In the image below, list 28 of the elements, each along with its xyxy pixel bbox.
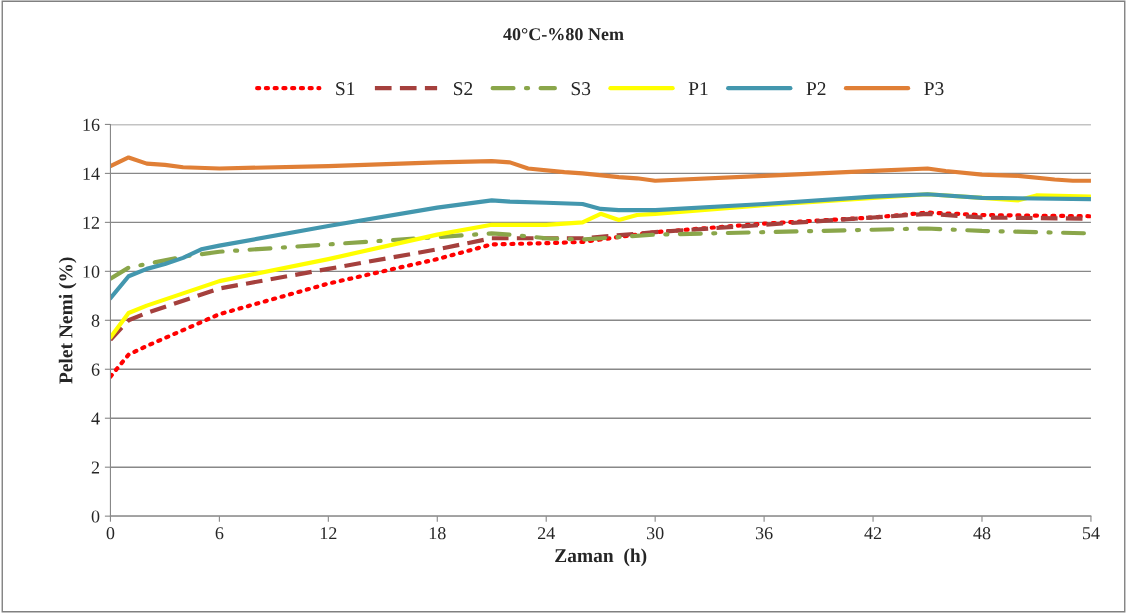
x-tick-label: 36 — [755, 527, 773, 540]
y-tick-label: 2 — [91, 461, 100, 474]
y-tick-label: 14 — [83, 167, 100, 180]
legend-label: P2 — [806, 82, 826, 95]
x-axis-title: Zaman (h) — [555, 548, 647, 567]
legend-label: P3 — [924, 82, 944, 96]
x-tick-label: 48 — [973, 527, 991, 540]
y-axis-title: Pelet Nemi (%) — [58, 257, 77, 384]
y-tick-label: 10 — [83, 265, 100, 278]
x-tick-label: 6 — [215, 527, 224, 540]
legend-label: S1 — [336, 82, 355, 96]
x-tick-label: 42 — [864, 527, 882, 540]
legend-label: P1 — [688, 82, 708, 95]
x-tick-label: 24 — [537, 527, 555, 540]
y-tick-label: 8 — [91, 314, 100, 327]
y-tick-label: 6 — [91, 363, 100, 376]
legend-label: S2 — [453, 82, 473, 96]
x-tick-label: 30 — [647, 527, 664, 540]
y-tick-label: 4 — [91, 412, 100, 425]
y-tick-label: 0 — [91, 510, 100, 523]
legend-label: S3 — [571, 82, 591, 96]
chart-title: 40°C-%80 Nem — [503, 28, 624, 41]
x-tick-label: 12 — [320, 527, 337, 540]
x-tick-label: 0 — [106, 527, 115, 540]
y-tick-label: 16 — [83, 118, 100, 131]
x-tick-label: 18 — [429, 527, 446, 540]
y-tick-label: 12 — [83, 216, 100, 229]
x-tick-label: 54 — [1082, 527, 1100, 540]
